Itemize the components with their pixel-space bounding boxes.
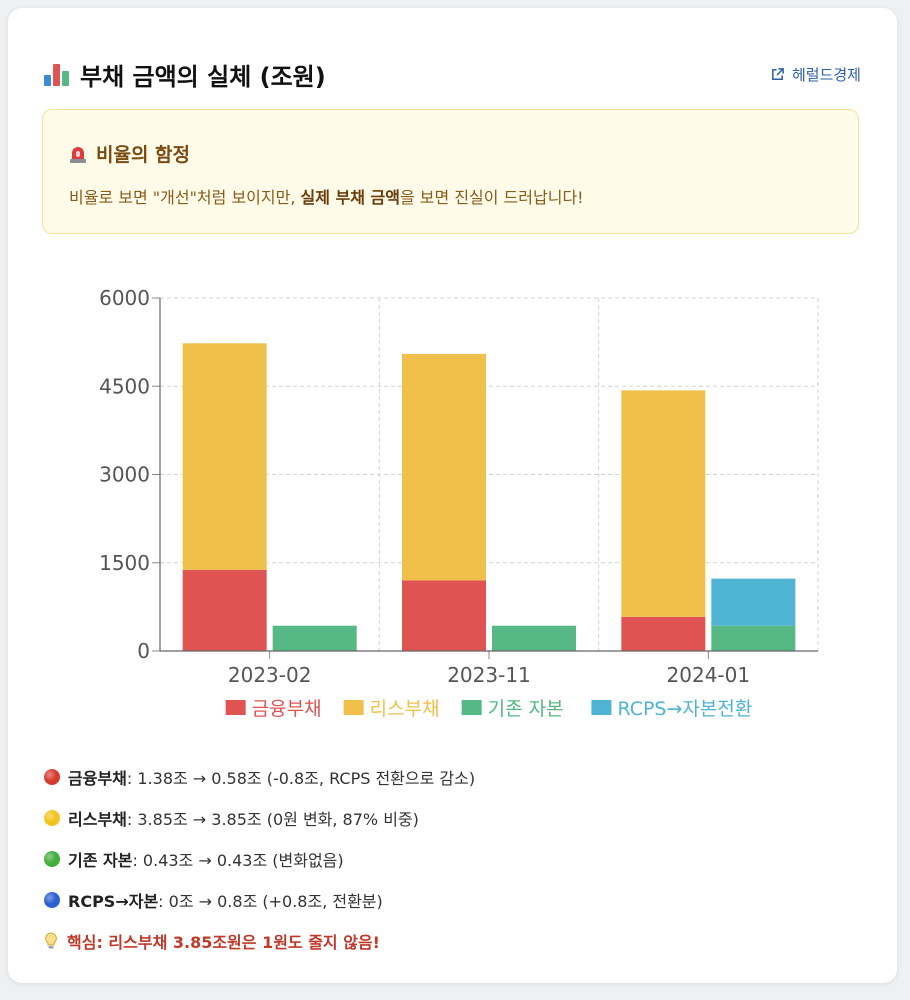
key-insight-text: 핵심: 리스부채 3.85조원은 1원도 줄지 않음! xyxy=(67,932,380,952)
blue-circle-icon xyxy=(44,891,60,908)
legend-label: 리스부채 xyxy=(370,698,440,720)
bar-금융부채 xyxy=(182,569,267,651)
warning-text-bold: 실제 부채 금액 xyxy=(300,188,400,207)
bar-기존 자본 xyxy=(492,625,576,651)
chart-legend: 금융부채 리스부채 기존 자본 RCPS→자본전환 xyxy=(225,698,752,720)
legend-swatch xyxy=(461,700,482,715)
warning-title-text: 비율의 함정 xyxy=(96,144,191,166)
legend-label: RCPS→자본전환 xyxy=(617,698,752,720)
y-tick-label: 6000 xyxy=(99,286,150,310)
x-tick-label: 2024-01 xyxy=(667,663,751,687)
source-link-label: 헤럴드경제 xyxy=(791,65,861,84)
note-label: 기존 자본 xyxy=(68,850,133,870)
y-tick-label: 1500 xyxy=(99,551,150,575)
legend-swatch xyxy=(343,700,364,715)
debt-card: 부채 금액의 실체 (조원) 헤럴드경제 비율의 함정 비율로 보면 "개선"처… xyxy=(8,8,897,983)
note-text: : 3.85조 → 3.85조 (0원 변화, 87% 비중) xyxy=(126,809,419,829)
card-title-text: 부채 금액의 실체 (조원) xyxy=(80,62,326,91)
chart-axes: 0 1500 3000 4500 6000 2023-02 2023-11 2024-01 xyxy=(99,286,818,687)
red-circle-icon xyxy=(44,768,60,785)
key-insight: 핵심: 리스부채 3.85조원은 1원도 줄지 않음! xyxy=(44,920,475,961)
source-link[interactable]: 헤럴드경제 xyxy=(770,64,861,85)
warning-text-prefix: 비율로 보면 "개선"처럼 보이지만, xyxy=(69,188,301,207)
bar-기존 자본 xyxy=(711,625,796,651)
note-text: : 0.43조 → 0.43조 (변화없음) xyxy=(132,850,344,870)
legend-label: 금융부채 xyxy=(252,698,322,720)
bar-chart-icon xyxy=(44,62,70,86)
bar-RCPS→자본전환 xyxy=(711,578,796,626)
bar-금융부채 xyxy=(621,616,706,651)
y-tick-label: 4500 xyxy=(99,374,150,398)
bar-기존 자본 xyxy=(272,625,357,651)
chart-bars xyxy=(182,343,796,651)
legend-label: 기존 자본 xyxy=(488,698,564,720)
lightbulb-icon xyxy=(44,931,58,950)
note-label: RCPS→자본 xyxy=(68,891,159,911)
bar-리스부채 xyxy=(621,390,706,617)
yellow-circle-icon xyxy=(44,809,60,826)
bar-리스부채 xyxy=(402,353,486,581)
external-link-icon xyxy=(772,67,784,80)
x-tick-label: 2023-02 xyxy=(228,663,312,687)
warning-text: 비율로 보면 "개선"처럼 보이지만, 실제 부채 금액을 보면 진실이 드러납… xyxy=(69,184,584,208)
y-tick-label: 3000 xyxy=(99,463,150,487)
note-row: RCPS→자본: 0조 → 0.8조 (+0.8조, 전환분) xyxy=(44,879,475,920)
card-title: 부채 금액의 실체 (조원) xyxy=(44,57,326,92)
warning-box: 비율의 함정 비율로 보면 "개선"처럼 보이지만, 실제 부채 금액을 보면 … xyxy=(42,109,859,234)
x-tick-label: 2023-11 xyxy=(447,663,531,687)
summary-notes: 금융부채: 1.38조 → 0.58조 (-0.8조, RCPS 전환으로 감소… xyxy=(44,756,475,961)
note-text: : 0조 → 0.8조 (+0.8조, 전환분) xyxy=(158,891,383,911)
note-row: 기존 자본: 0.43조 → 0.43조 (변화없음) xyxy=(44,838,475,879)
note-row: 리스부채: 3.85조 → 3.85조 (0원 변화, 87% 비중) xyxy=(44,797,475,838)
card-header: 부채 금액의 실체 (조원) 헤럴드경제 xyxy=(44,54,861,94)
note-row: 금융부채: 1.38조 → 0.58조 (-0.8조, RCPS 전환으로 감소… xyxy=(44,756,475,797)
legend-swatch xyxy=(225,700,246,715)
y-tick-label: 0 xyxy=(137,639,150,663)
warning-title: 비율의 함정 xyxy=(69,140,190,167)
note-text: : 1.38조 → 0.58조 (-0.8조, RCPS 전환으로 감소) xyxy=(126,768,476,788)
chart-grid xyxy=(160,297,819,651)
legend-swatch xyxy=(591,700,612,715)
green-circle-icon xyxy=(44,850,60,867)
bar-금융부채 xyxy=(402,580,486,651)
bar-리스부채 xyxy=(182,343,267,570)
note-label: 금융부채 xyxy=(68,768,127,788)
warning-text-suffix: 을 보면 진실이 드러납니다! xyxy=(399,188,584,207)
debt-stacked-bar-chart: 0 1500 3000 4500 6000 2023-02 2023-11 2024-01 금… xyxy=(99,286,819,720)
siren-icon xyxy=(69,144,87,164)
note-label: 리스부채 xyxy=(68,809,127,829)
